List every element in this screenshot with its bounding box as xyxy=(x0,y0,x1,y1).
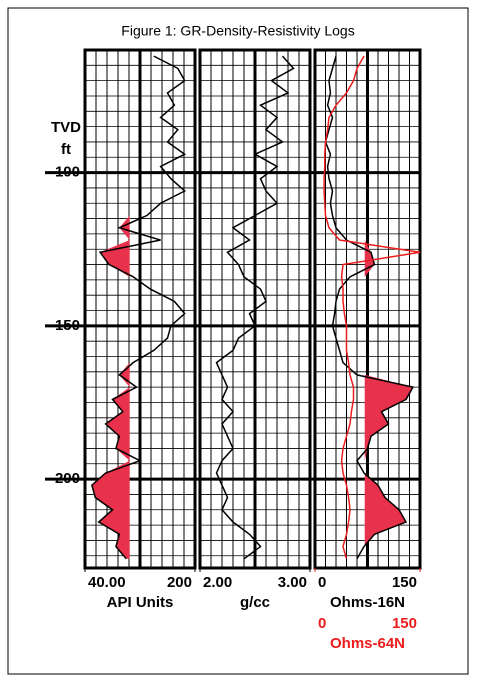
series-label: Ohms-16N xyxy=(330,594,405,611)
series-label: API Units xyxy=(107,594,174,611)
track-frame xyxy=(313,48,422,570)
y-unit: ft xyxy=(61,141,71,158)
series-label: Ohms-64N xyxy=(330,635,405,652)
shading xyxy=(364,56,413,559)
chart-title: Figure 1: GR-Density-Resistivity Logs xyxy=(121,23,354,39)
x-tick-label: 0 xyxy=(318,615,326,632)
track-frame xyxy=(198,48,312,570)
log-curve xyxy=(215,55,295,560)
track-frame xyxy=(83,48,197,570)
x-tick-label: 40.00 xyxy=(88,574,126,591)
y-label: TVD xyxy=(51,119,81,136)
x-tick-label: 3.00 xyxy=(278,574,307,591)
x-tick-label: 200 xyxy=(167,574,192,591)
x-tick-label: 150 xyxy=(392,615,417,632)
x-tick-label: 150 xyxy=(392,574,417,591)
log-curve xyxy=(323,55,421,560)
log-curve xyxy=(91,55,187,560)
series-label: g/cc xyxy=(240,594,270,611)
x-tick-label: 0 xyxy=(318,574,326,591)
shading xyxy=(91,56,130,559)
frame xyxy=(7,7,469,675)
x-tick-label: 2.00 xyxy=(203,574,232,591)
